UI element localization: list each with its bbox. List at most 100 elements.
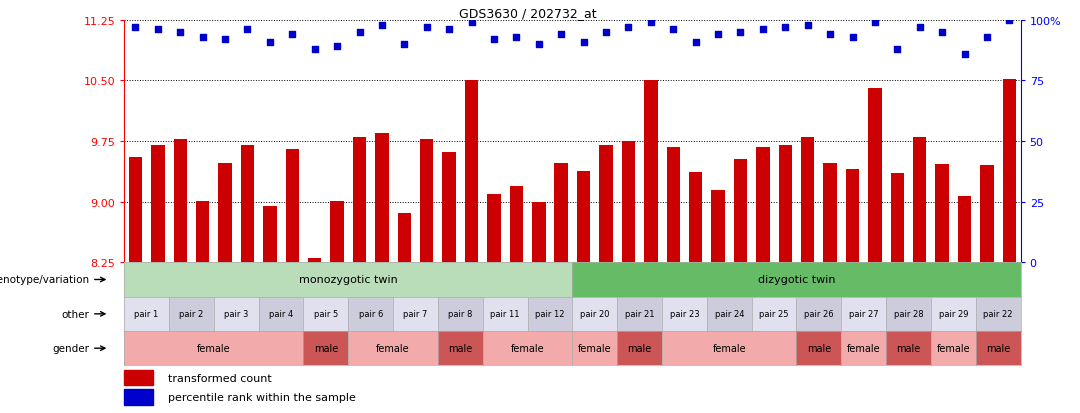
Point <box>126 25 144 31</box>
Point <box>508 34 525 41</box>
Bar <box>397 214 411 263</box>
Bar <box>935 164 949 263</box>
Text: pair 11: pair 11 <box>490 310 519 318</box>
Bar <box>241 146 254 263</box>
Point <box>575 39 592 46</box>
Text: pair 5: pair 5 <box>314 310 338 318</box>
Text: gender: gender <box>53 343 90 354</box>
Text: percentile rank within the sample: percentile rank within the sample <box>168 392 355 402</box>
Text: pair 1: pair 1 <box>135 310 159 318</box>
Text: male: male <box>314 343 338 354</box>
Point <box>777 25 794 31</box>
Point <box>306 46 323 53</box>
Point <box>284 32 301 38</box>
Title: GDS3630 / 202732_at: GDS3630 / 202732_at <box>459 7 596 19</box>
Bar <box>1002 80 1016 263</box>
Point <box>328 44 346 50</box>
Bar <box>779 146 792 263</box>
Bar <box>308 259 322 263</box>
Text: transformed count: transformed count <box>168 373 272 382</box>
Point <box>643 20 660 26</box>
Text: female: female <box>578 343 611 354</box>
Point <box>374 22 391 29</box>
Text: genotype/variation: genotype/variation <box>0 275 90 285</box>
Bar <box>958 197 971 263</box>
Point <box>843 34 861 41</box>
Point <box>1001 17 1018 24</box>
Text: male: male <box>448 343 472 354</box>
Bar <box>712 190 725 263</box>
Point <box>463 20 481 26</box>
Point <box>978 34 996 41</box>
Point <box>799 22 816 29</box>
Text: pair 28: pair 28 <box>894 310 923 318</box>
Point <box>710 32 727 38</box>
Bar <box>487 195 501 263</box>
Text: pair 12: pair 12 <box>536 310 565 318</box>
Bar <box>913 138 927 263</box>
Bar <box>577 171 591 263</box>
Point <box>485 37 502 43</box>
Text: pair 27: pair 27 <box>849 310 878 318</box>
Bar <box>443 152 456 263</box>
Text: female: female <box>713 343 746 354</box>
Bar <box>285 150 299 263</box>
Text: male: male <box>627 343 651 354</box>
Bar <box>124 370 153 385</box>
Text: pair 3: pair 3 <box>224 310 248 318</box>
Text: other: other <box>62 309 90 319</box>
Bar <box>124 389 153 405</box>
Bar <box>868 89 881 263</box>
Text: dizygotic twin: dizygotic twin <box>758 275 835 285</box>
Point <box>395 42 413 48</box>
Point <box>933 29 950 36</box>
Point <box>956 51 973 58</box>
Text: female: female <box>511 343 544 354</box>
Text: pair 20: pair 20 <box>580 310 609 318</box>
Bar <box>129 158 143 263</box>
Point <box>912 25 929 31</box>
Bar <box>622 142 635 263</box>
Bar <box>195 202 210 263</box>
Bar <box>756 147 770 263</box>
Point <box>822 32 839 38</box>
Point <box>418 25 435 31</box>
Text: pair 4: pair 4 <box>269 310 293 318</box>
Bar <box>823 164 837 263</box>
Bar <box>689 172 702 263</box>
Bar <box>801 138 814 263</box>
Point <box>216 37 233 43</box>
Bar <box>644 81 658 263</box>
Point <box>172 29 189 36</box>
Point <box>261 39 279 46</box>
Text: pair 21: pair 21 <box>625 310 654 318</box>
Bar <box>981 166 994 263</box>
Text: female: female <box>936 343 970 354</box>
Point <box>597 29 615 36</box>
Text: male: male <box>896 343 920 354</box>
Bar <box>264 206 276 263</box>
Text: male: male <box>986 343 1010 354</box>
Bar <box>891 173 904 263</box>
Point <box>620 25 637 31</box>
Bar <box>218 164 232 263</box>
Bar <box>510 187 523 263</box>
Text: male: male <box>807 343 831 354</box>
Text: pair 23: pair 23 <box>670 310 699 318</box>
Text: monozygotic twin: monozygotic twin <box>299 275 397 285</box>
Text: female: female <box>847 343 880 354</box>
Point <box>664 27 681 33</box>
Bar <box>353 138 366 263</box>
Text: pair 25: pair 25 <box>759 310 788 318</box>
Bar <box>846 170 860 263</box>
Point <box>239 27 256 33</box>
Text: pair 29: pair 29 <box>939 310 968 318</box>
Bar <box>464 81 478 263</box>
Bar <box>733 159 747 263</box>
Bar <box>375 133 389 263</box>
Text: pair 7: pair 7 <box>403 310 428 318</box>
Point <box>194 34 212 41</box>
Point <box>732 29 750 36</box>
Point <box>553 32 570 38</box>
Bar <box>330 202 343 263</box>
